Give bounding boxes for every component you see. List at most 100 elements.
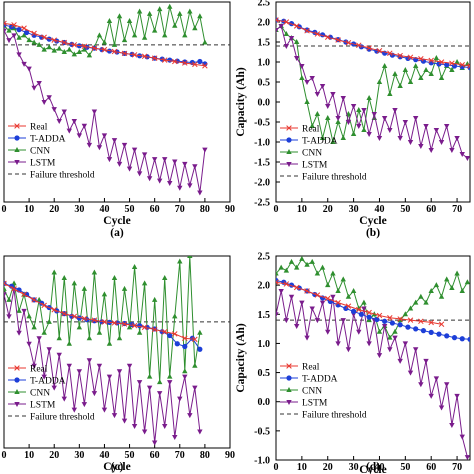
x-tick-label: 50 [400, 204, 410, 215]
data-point-real [11, 22, 17, 28]
legend: Real T-ADDA CNN LSTM Failure threshold [280, 125, 367, 183]
data-point-cnn [376, 79, 383, 84]
legend-label: CNN [30, 389, 50, 399]
data-point-lstm [381, 116, 388, 121]
data-point-real [407, 54, 414, 60]
data-point-lstm [151, 440, 158, 446]
data-point-lstm [76, 133, 83, 139]
data-point-lstm [319, 84, 326, 89]
data-point-lstm [366, 132, 372, 137]
data-point-tadda [459, 336, 465, 342]
data-point-real [101, 46, 108, 53]
x-tick-label: 90 [225, 450, 235, 461]
data-point-lstm [6, 38, 12, 44]
data-point-lstm [428, 393, 434, 399]
data-point-cnn [36, 41, 42, 47]
series-line-real [276, 19, 470, 67]
data-point-tadda [24, 29, 30, 36]
y-tick-label: 1.5 [258, 310, 271, 321]
y-tick-label: -0.5 [254, 426, 270, 437]
plot-frame [3, 1, 231, 203]
series-line-lstm [276, 290, 468, 458]
x-tick-label: 10 [297, 204, 307, 215]
panel-label: (b) [366, 227, 380, 239]
data-point-cnn [444, 276, 450, 282]
data-point-real [314, 292, 321, 298]
y-tick-label: 2.0 [258, 281, 271, 292]
data-point-tadda [413, 326, 419, 332]
data-point-real [121, 50, 128, 57]
data-point-lstm [141, 152, 148, 158]
data-point-lstm [444, 124, 450, 129]
data-point-lstm [340, 318, 346, 324]
data-point-cnn [46, 318, 52, 324]
x-tick-label: 0 [274, 204, 279, 215]
legend-marker-tadda [286, 375, 292, 381]
data-point-real [101, 319, 108, 325]
data-point-lstm [319, 300, 326, 306]
legend-marker-real [14, 365, 20, 371]
data-point-tadda [182, 59, 188, 65]
data-point-lstm [387, 128, 393, 133]
data-point-cnn [81, 285, 88, 291]
data-point-real [4, 20, 7, 25]
data-point-real [41, 302, 47, 309]
data-point-lstm [66, 363, 72, 369]
data-point-lstm [61, 396, 67, 402]
data-point-tadda [351, 308, 357, 314]
data-point-lstm [41, 100, 47, 105]
data-point-real [366, 45, 372, 51]
data-point-cnn [449, 285, 455, 291]
data-point-cnn [182, 32, 188, 38]
data-point-tadda [382, 318, 388, 324]
data-point-cnn [51, 47, 57, 53]
data-point-tadda [366, 314, 372, 320]
data-point-lstm [340, 96, 346, 101]
y-tick-label: 2.0 [258, 18, 271, 29]
data-point-lstm [167, 180, 173, 186]
data-point-lstm [71, 119, 78, 125]
data-point-real [131, 52, 138, 58]
data-point-lstm [46, 95, 52, 101]
data-point-lstm [438, 405, 445, 411]
x-tick-label: 70 [452, 204, 462, 215]
data-point-cnn [61, 49, 67, 54]
data-point-lstm [428, 148, 434, 153]
data-point-cnn [41, 46, 47, 52]
data-point-lstm [131, 147, 138, 153]
data-point-real [314, 31, 321, 37]
data-point-lstm [276, 28, 279, 33]
data-point-real [21, 25, 27, 31]
data-point-lstm [283, 318, 290, 324]
legend-marker-lstm [14, 160, 20, 165]
data-point-cnn [407, 79, 414, 84]
data-point-lstm [136, 171, 143, 177]
data-point-cnn [319, 264, 326, 270]
data-point-cnn [56, 45, 62, 51]
legend-label: Real [302, 363, 320, 373]
y-tick-label: -2.5 [254, 198, 270, 209]
data-point-lstm [197, 429, 203, 435]
data-point-lstm [51, 385, 57, 391]
plot-series [4, 3, 208, 196]
data-point-lstm [116, 161, 123, 167]
data-point-real [304, 288, 310, 294]
data-point-real [71, 42, 78, 48]
data-point-cnn [319, 135, 326, 140]
data-point-cnn [71, 280, 78, 286]
data-point-cnn [106, 18, 113, 24]
data-point-lstm [101, 407, 108, 413]
data-point-lstm [177, 185, 183, 191]
data-point-cnn [314, 270, 321, 276]
data-point-real [21, 291, 27, 298]
data-point-lstm [423, 124, 429, 129]
data-point-lstm [131, 424, 138, 430]
data-point-lstm [81, 123, 88, 129]
data-point-lstm [46, 347, 52, 353]
data-point-tadda [451, 335, 458, 341]
data-point-real [276, 281, 279, 285]
data-point-lstm [106, 157, 113, 163]
data-point-lstm [66, 128, 72, 134]
data-point-lstm [76, 369, 83, 375]
data-point-lstm [86, 358, 93, 364]
